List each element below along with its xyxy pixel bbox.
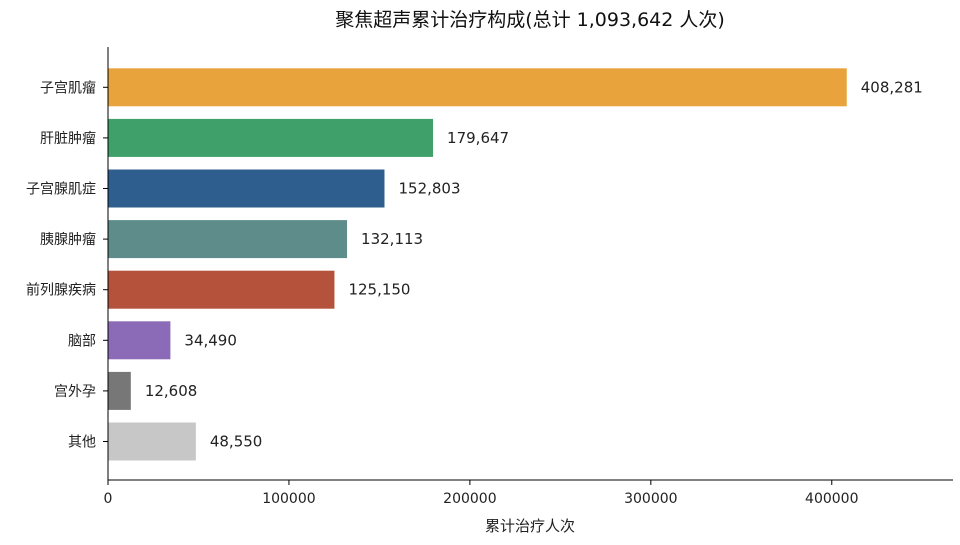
value-label-6: 12,608 <box>145 382 198 400</box>
category-label-1: 肝脏肿瘤 <box>40 130 96 147</box>
bar-7 <box>108 422 196 461</box>
bar-2 <box>108 169 385 208</box>
category-label-0: 子宫肌瘤 <box>40 79 96 96</box>
chart-title: 聚焦超声累计治疗构成(总计 1,093,642 人次) <box>335 9 725 31</box>
bar-1 <box>108 118 434 157</box>
category-label-2: 子宫腺肌症 <box>26 182 96 198</box>
value-label-5: 34,490 <box>184 331 237 349</box>
x-tick-label-1: 100000 <box>262 491 315 507</box>
category-label-3: 胰腺肿瘤 <box>40 231 96 248</box>
x-axis-label: 累计治疗人次 <box>485 517 575 535</box>
value-label-4: 125,150 <box>348 281 410 299</box>
bar-5 <box>108 321 171 360</box>
bar-3 <box>108 220 348 259</box>
x-tick-label-4: 400000 <box>805 491 858 507</box>
bar-0 <box>108 68 847 107</box>
x-tick-label-3: 300000 <box>624 491 677 507</box>
category-label-5: 脑部 <box>68 333 96 349</box>
x-tick-label-0: 0 <box>104 491 113 507</box>
category-label-6: 宫外孕 <box>54 384 96 400</box>
x-tick-label-2: 200000 <box>443 491 496 507</box>
value-label-2: 152,803 <box>398 180 460 198</box>
value-label-7: 48,550 <box>210 433 262 451</box>
bars-layer: 408,281 179,647 152,803 132,113 125,150 34,49… <box>108 68 923 461</box>
category-label-7: 其他 <box>68 435 96 451</box>
value-label-3: 132,113 <box>361 230 423 248</box>
value-label-0: 408,281 <box>861 78 923 96</box>
bar-4 <box>108 270 335 309</box>
value-label-1: 179,647 <box>447 129 509 147</box>
category-label-4: 前列腺疾病 <box>26 282 96 299</box>
bar-6 <box>108 371 131 410</box>
